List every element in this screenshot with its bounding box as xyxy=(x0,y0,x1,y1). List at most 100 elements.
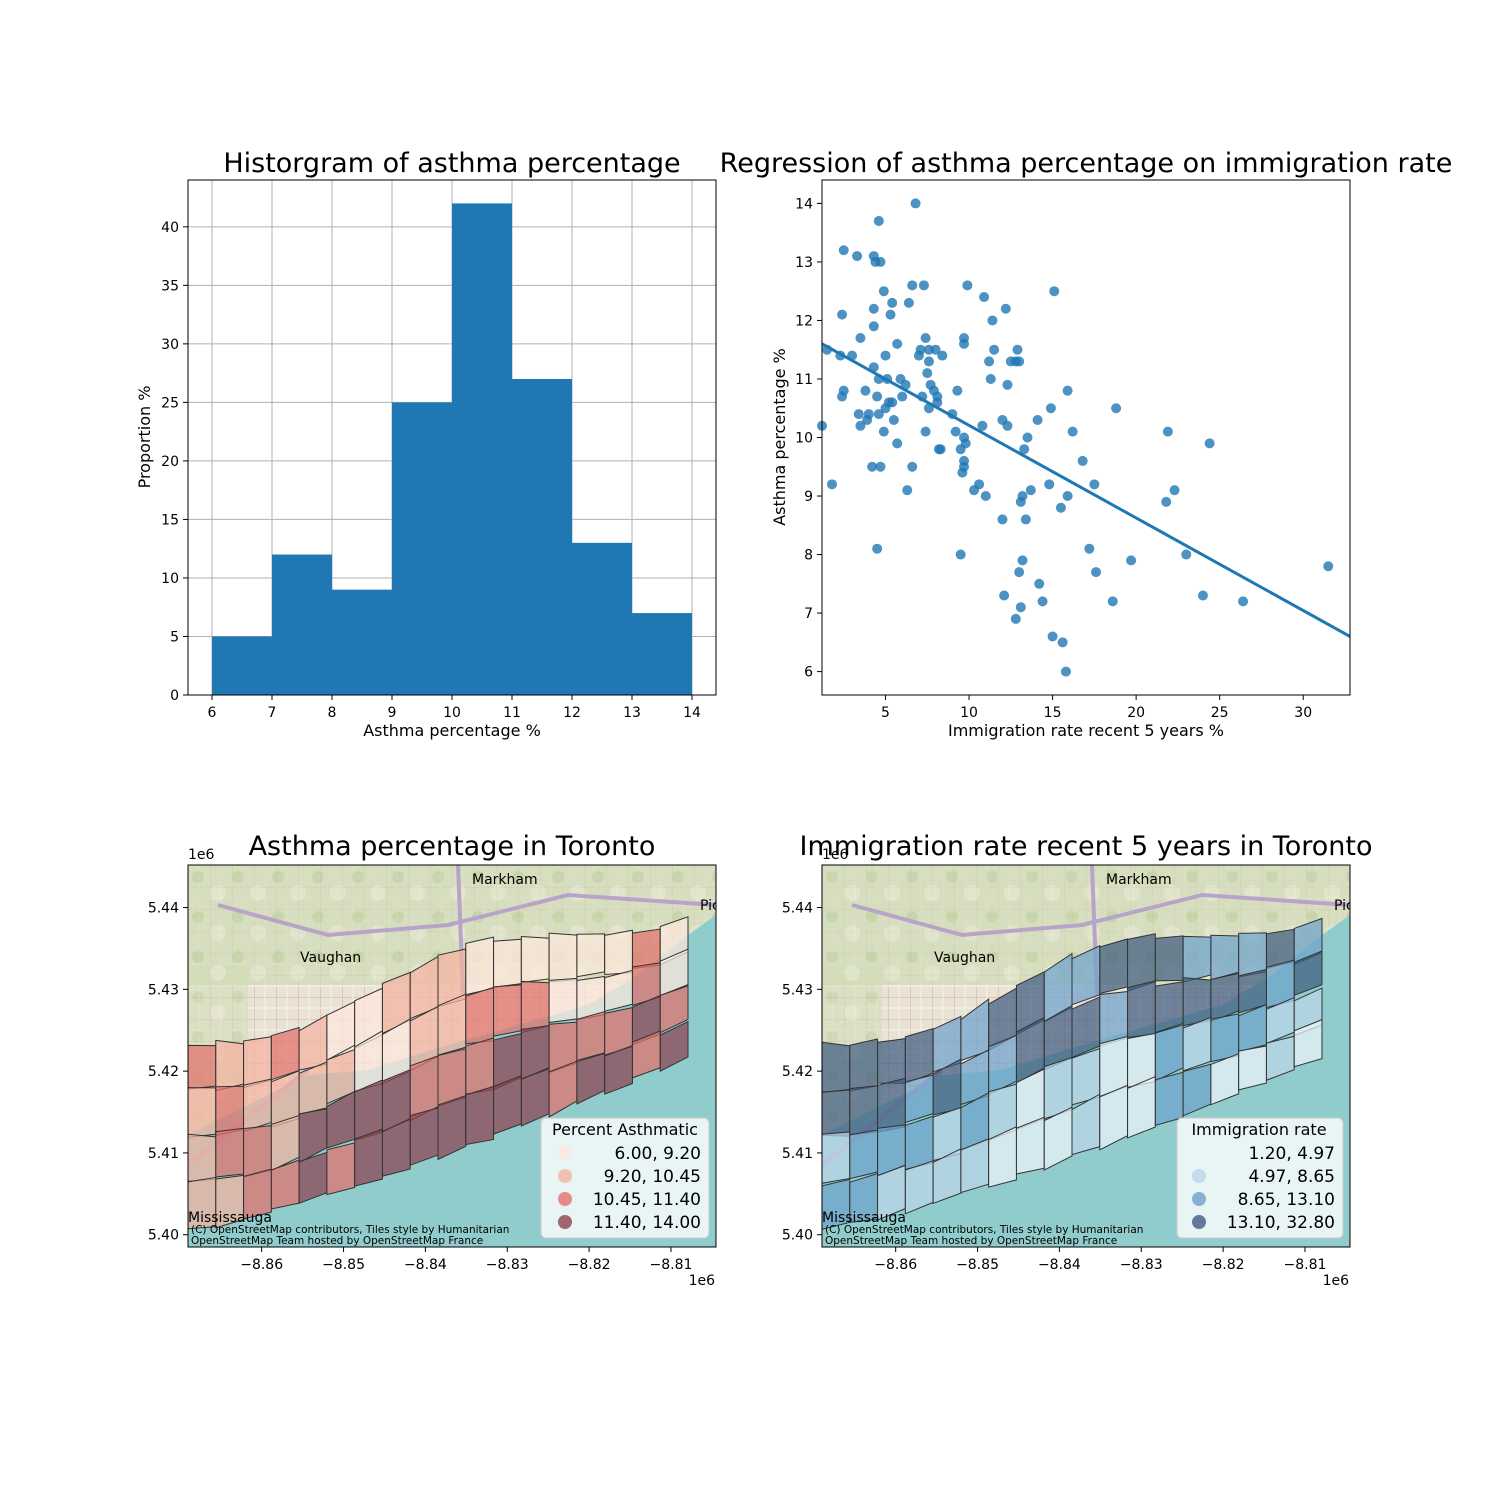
scatter-point xyxy=(860,385,871,396)
immigration-legend-title: Immigration rate xyxy=(1191,1120,1326,1139)
regression-y-tick-label: 13 xyxy=(795,255,813,271)
scatter-point xyxy=(907,461,918,472)
map-region xyxy=(932,1147,962,1205)
map-region xyxy=(243,1168,272,1220)
map-region xyxy=(520,936,550,984)
map-region xyxy=(1210,1013,1240,1063)
map-region xyxy=(1210,1053,1240,1106)
histogram-y-tick-label: 0 xyxy=(170,688,179,704)
scatter-point xyxy=(977,420,988,431)
regression-y-tick-label: 8 xyxy=(804,548,813,564)
scatter-point xyxy=(999,590,1010,601)
scatter-point xyxy=(1047,631,1058,642)
scatter-point xyxy=(878,426,889,437)
scatter-point xyxy=(974,479,985,490)
scatter-point xyxy=(863,409,874,420)
regression-x-label: Immigration rate recent 5 years % xyxy=(948,721,1224,740)
map-region xyxy=(822,1041,851,1094)
histogram-panel: Historgram of asthma percentage 6 7 8 9 10 11… xyxy=(135,148,717,740)
asthma-legend-entries: 6.00, 9.20 9.20, 10.45 10.45, 11.40 11.40, … xyxy=(558,1144,701,1233)
histogram-bar xyxy=(632,613,692,695)
map-region xyxy=(849,1038,879,1092)
map-region xyxy=(849,1085,879,1136)
histogram-x-tick-label: 9 xyxy=(388,705,397,721)
map-region xyxy=(604,969,633,1012)
scatter-point xyxy=(827,479,838,490)
scatter-point xyxy=(838,245,849,256)
scatter-point xyxy=(952,385,963,396)
map-region xyxy=(215,1174,245,1229)
map-region xyxy=(215,1127,245,1178)
legend-marker xyxy=(558,1192,572,1206)
map-region xyxy=(822,1089,851,1137)
asthma-legend-box xyxy=(540,1117,710,1239)
map-region xyxy=(1127,1075,1156,1139)
scatter-point xyxy=(1000,303,1011,314)
asthma-map-place-vaughan: Vaughan xyxy=(300,950,361,966)
scatter-point xyxy=(1169,485,1180,496)
scatter-point xyxy=(984,356,995,367)
regression-y-tick-label: 11 xyxy=(795,372,813,388)
map-region xyxy=(904,1115,934,1171)
map-region xyxy=(988,1126,1017,1188)
map-region xyxy=(1238,1045,1267,1091)
map-x-tick-label: −8.86 xyxy=(874,1257,917,1273)
map-x-tick-label: −8.84 xyxy=(1038,1257,1081,1273)
scatter-point xyxy=(923,356,934,367)
map-region xyxy=(326,1142,356,1196)
scatter-point xyxy=(892,438,903,449)
asthma-map-title: Asthma percentage in Toronto xyxy=(249,831,656,862)
scatter-point xyxy=(937,350,948,361)
histogram-title: Historgram of asthma percentage xyxy=(223,148,680,179)
scatter-point xyxy=(935,444,946,455)
scatter-point xyxy=(880,350,891,361)
asthma-map-attribution-2: OpenStreetMap Team hosted by OpenStreetM… xyxy=(191,1235,483,1247)
scatter-point xyxy=(838,385,849,396)
regression-y-label: Asthma percentage % xyxy=(770,348,789,526)
scatter-point xyxy=(852,251,863,262)
immigration-map-y-ticks: 5.40 5.41 5.42 5.43 5.44 xyxy=(782,901,822,1244)
map-x-tick-label: −8.82 xyxy=(1202,1257,1245,1273)
regression-title: Regression of asthma percentage on immig… xyxy=(720,148,1453,179)
scatter-point xyxy=(872,543,883,554)
regression-axes-frame xyxy=(821,179,1351,696)
histogram-x-ticks: 6 7 8 9 10 11 12 13 14 xyxy=(208,695,701,721)
map-region xyxy=(465,1085,495,1146)
scatter-point xyxy=(1045,403,1056,414)
asthma-choropleth xyxy=(188,916,689,1230)
scatter-point xyxy=(1025,485,1036,496)
regression-x-tick-label: 10 xyxy=(960,705,978,721)
scatter-point xyxy=(1197,590,1208,601)
map-y-tick-label: 5.40 xyxy=(782,1228,813,1244)
legend-label: 13.10, 32.80 xyxy=(1227,1213,1335,1233)
map-region xyxy=(849,1129,879,1180)
regression-y-ticks: 6 7 8 9 10 11 12 13 14 xyxy=(795,196,822,681)
map-region xyxy=(437,1094,467,1161)
scatter-point xyxy=(915,344,926,355)
scatter-point xyxy=(1049,286,1060,297)
scatter-point xyxy=(875,256,886,267)
scatter-point xyxy=(1089,479,1100,490)
histogram-x-tick-label: 7 xyxy=(268,705,277,721)
legend-label: 11.40, 14.00 xyxy=(593,1213,701,1233)
map-region xyxy=(548,977,578,1024)
map-region xyxy=(1293,1018,1323,1068)
scatter-point xyxy=(1204,438,1215,449)
scatter-point xyxy=(955,549,966,560)
scatter-point xyxy=(853,409,864,420)
map-y-tick-label: 5.44 xyxy=(782,901,813,917)
histogram-x-tick-label: 13 xyxy=(623,705,641,721)
map-y-tick-label: 5.43 xyxy=(782,982,813,998)
map-region xyxy=(188,1133,217,1182)
scatter-point xyxy=(910,198,921,209)
asthma-map-place-markham: Markham xyxy=(472,872,538,888)
scatter-point xyxy=(867,461,878,472)
scatter-point xyxy=(918,280,929,291)
asthma-basemap: Vaughan Markham Mississauga Pickering xyxy=(188,865,716,1247)
map-region xyxy=(576,933,606,978)
regression-y-tick-label: 6 xyxy=(804,665,813,681)
map-region xyxy=(1265,1035,1295,1081)
scatter-point xyxy=(868,321,879,332)
map-region xyxy=(1154,935,1184,982)
